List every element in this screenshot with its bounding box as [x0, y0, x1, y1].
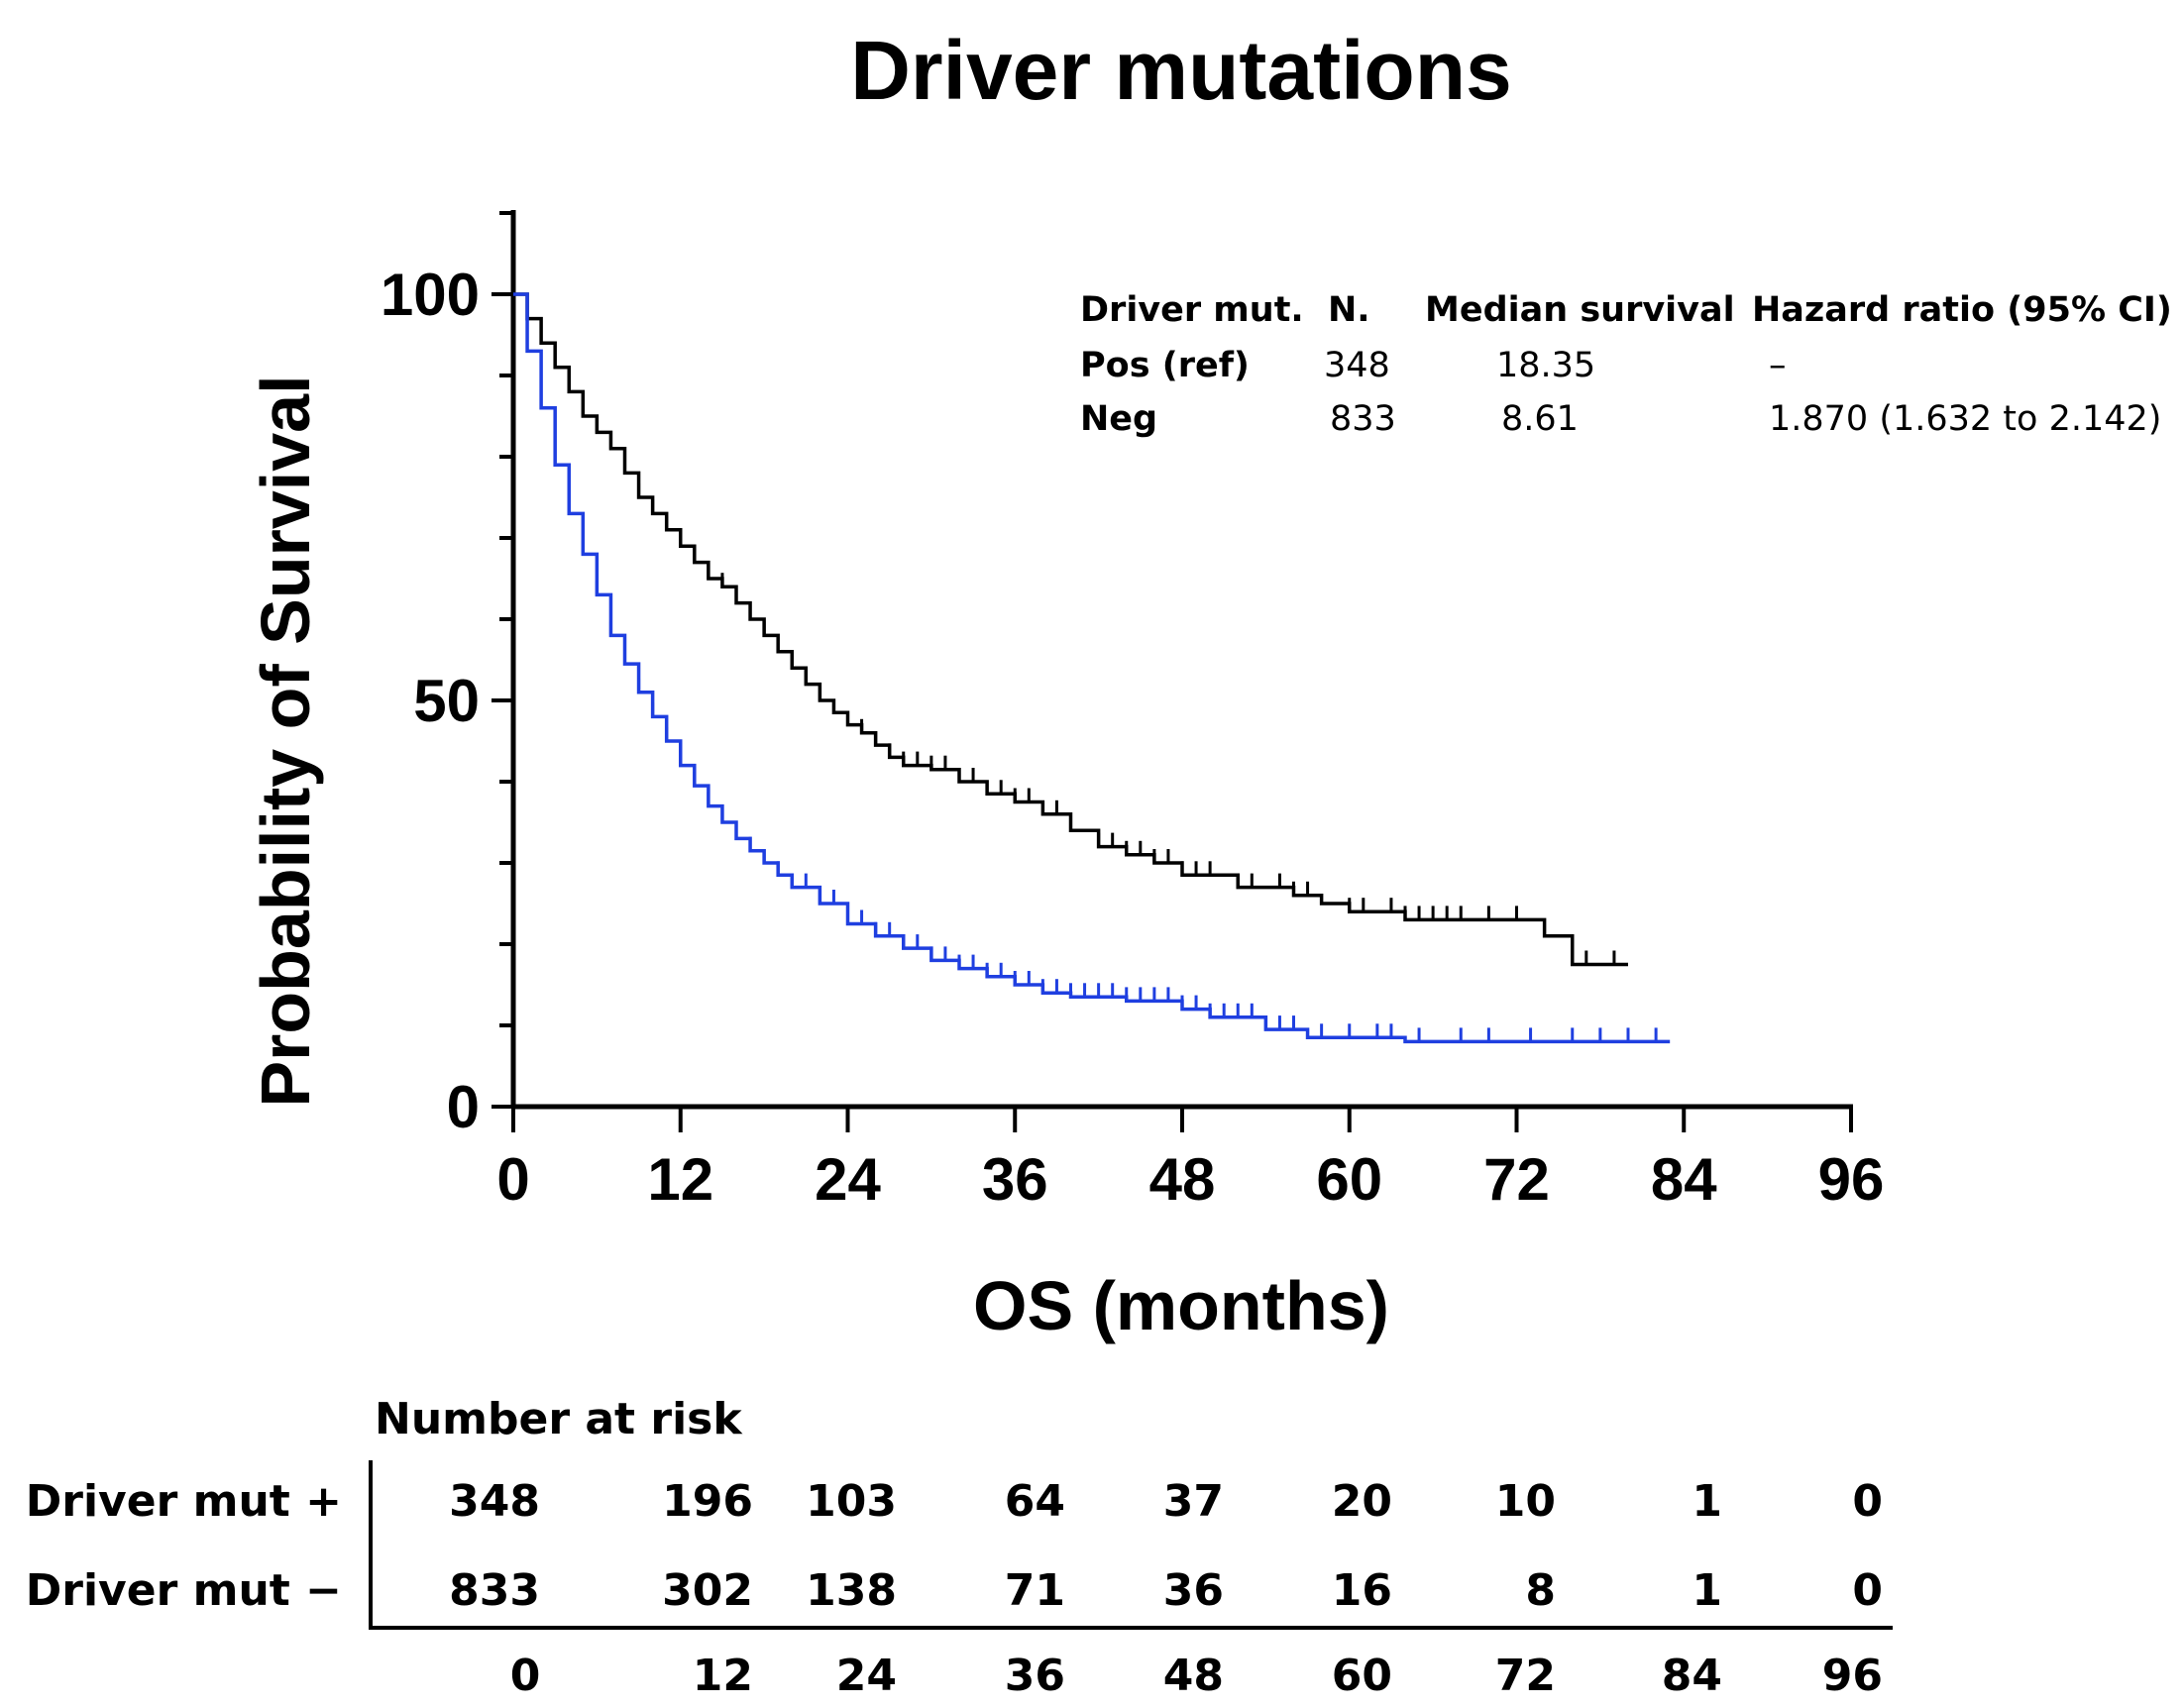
- x-tick-label: 0: [496, 1146, 529, 1213]
- risk-value: 8: [1525, 1565, 1556, 1616]
- x-tick-label: 96: [1818, 1146, 1885, 1213]
- x-axis-title: OS (months): [973, 1267, 1389, 1344]
- y-tick-label: 100: [381, 262, 480, 328]
- risk-time-label: 36: [1005, 1651, 1065, 1701]
- risk-value: 302: [662, 1565, 753, 1616]
- risk-value: 36: [1163, 1565, 1224, 1616]
- risk-time-label: 12: [693, 1651, 753, 1701]
- legend-row-pos-n: 348: [1324, 346, 1390, 385]
- legend-row-pos-group: Pos (ref): [1080, 346, 1250, 385]
- legend-header-n: N.: [1328, 290, 1370, 330]
- risk-value: 71: [1005, 1565, 1065, 1616]
- risk-value: 20: [1332, 1476, 1392, 1527]
- y-ticks: 0 50 100: [381, 211, 513, 1140]
- x-tick-label: 72: [1483, 1146, 1550, 1213]
- y-axis-title: Probability of Survival: [247, 374, 324, 1107]
- risk-value: 0: [1852, 1565, 1883, 1616]
- risk-value: 1: [1692, 1476, 1722, 1527]
- risk-value: 1: [1692, 1565, 1722, 1616]
- risk-value: 37: [1163, 1476, 1224, 1527]
- risk-value: 103: [806, 1476, 897, 1527]
- x-tick-label: 60: [1316, 1146, 1382, 1213]
- legend-row-pos-median: 18.35: [1496, 346, 1595, 385]
- risk-row-label-neg: Driver mut −: [26, 1565, 342, 1616]
- x-ticks: 0 12 24 36 48 60 72 84 96: [496, 1107, 1884, 1213]
- risk-time-label: 60: [1332, 1651, 1392, 1701]
- legend-header-hr: Hazard ratio (95% CI): [1752, 290, 2172, 330]
- risk-value: 16: [1332, 1565, 1392, 1616]
- risk-time-label: 24: [836, 1651, 897, 1701]
- risk-value: 10: [1495, 1476, 1556, 1527]
- risk-time-label: 84: [1662, 1651, 1722, 1701]
- x-tick-label: 84: [1651, 1146, 1717, 1213]
- risk-value: 64: [1005, 1476, 1065, 1527]
- x-tick-label: 24: [815, 1146, 881, 1213]
- y-tick-label: 50: [413, 668, 480, 734]
- x-tick-label: 12: [647, 1146, 713, 1213]
- legend-header-median: Median survival: [1425, 290, 1735, 330]
- legend-row-neg-median: 8.61: [1501, 399, 1579, 439]
- risk-value: 138: [806, 1565, 897, 1616]
- legend-row-neg-group: Neg: [1080, 399, 1157, 439]
- risk-value: 0: [1852, 1476, 1883, 1527]
- legend-row-neg-hr: 1.870 (1.632 to 2.142): [1769, 399, 2161, 439]
- risk-time-label: 0: [510, 1651, 541, 1701]
- chart-title: Driver mutations: [850, 24, 1512, 117]
- survival-curves: [513, 292, 1671, 1044]
- risk-time-label: 96: [1822, 1651, 1883, 1701]
- risk-time-label: 72: [1495, 1651, 1556, 1701]
- series-line-pos: [513, 292, 1628, 967]
- risk-value: 833: [449, 1565, 540, 1616]
- x-tick-label: 36: [982, 1146, 1048, 1213]
- legend-header-group: Driver mut.: [1080, 290, 1304, 330]
- legend-row-pos-hr: –: [1769, 346, 1787, 385]
- legend-table: Driver mut. N. Median survival Hazard ra…: [1080, 290, 2172, 439]
- risk-table-title: Number at risk: [375, 1394, 743, 1444]
- legend-row-neg-n: 833: [1330, 399, 1396, 439]
- risk-value: 196: [662, 1476, 753, 1527]
- risk-row-label-pos: Driver mut +: [26, 1476, 342, 1527]
- x-tick-label: 48: [1149, 1146, 1216, 1213]
- y-tick-label: 0: [447, 1074, 480, 1140]
- risk-time-label: 48: [1163, 1651, 1224, 1701]
- risk-value: 348: [449, 1476, 540, 1527]
- risk-table: Number at risk Driver mut + Driver mut −…: [26, 1394, 1893, 1701]
